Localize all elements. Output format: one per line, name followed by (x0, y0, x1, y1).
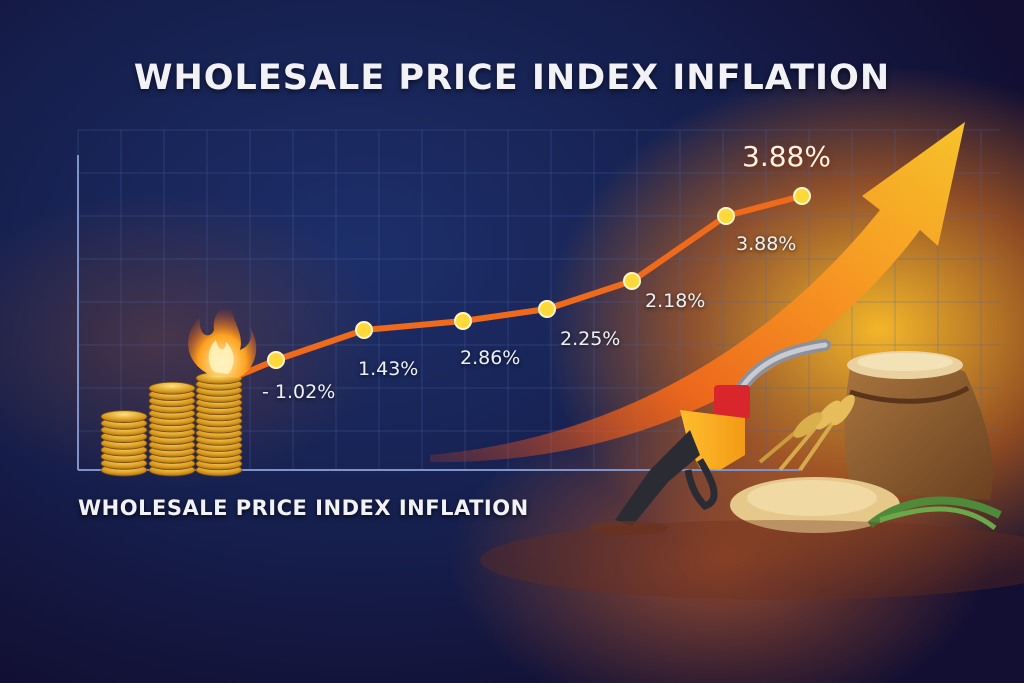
data-label: 2.25% (560, 328, 621, 350)
data-point (717, 207, 735, 225)
data-label: 2.86% (460, 347, 521, 369)
coin (100, 410, 148, 424)
grain-sack-icon (730, 351, 993, 533)
wheat-icon (758, 394, 1002, 530)
data-point (793, 187, 811, 205)
line-series (238, 187, 811, 378)
footer-title: WHOLESALE PRICE INDEX INFLATION (78, 496, 529, 520)
data-point (623, 272, 641, 290)
coin (148, 381, 196, 395)
fire-icon (188, 300, 257, 378)
data-label: 1.43% (358, 358, 419, 380)
data-point (355, 321, 373, 339)
ground-shadow (480, 520, 1024, 600)
data-label: 2.18% (645, 290, 706, 312)
data-point (267, 351, 285, 369)
page-title: WHOLESALE PRICE INDEX INFLATION (133, 58, 891, 98)
series-line (238, 193, 803, 378)
coin-stack-icon (100, 371, 243, 477)
fuel-nozzle-icon (588, 339, 831, 535)
data-point (454, 312, 472, 330)
data-point (538, 300, 556, 318)
peak-value-label: 3.88% (742, 140, 831, 173)
data-label: - 1.02% (262, 381, 336, 403)
data-label: 3.88% (736, 233, 797, 255)
trend-arrow (430, 122, 965, 463)
